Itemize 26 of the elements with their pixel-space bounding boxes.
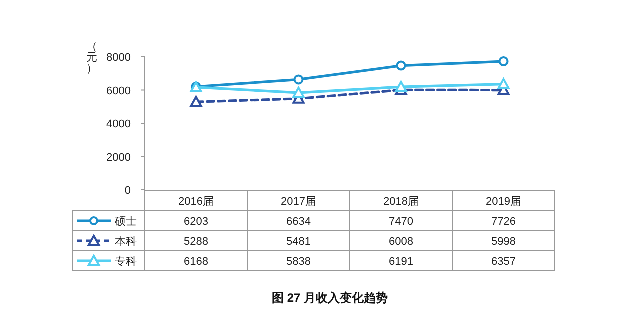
y-tick-label: 6000 [106,85,131,98]
legend-label: 硕士 [114,215,137,228]
data-label: 6191 [389,256,414,268]
data-label: 5998 [492,236,516,248]
data-label: 6357 [492,256,516,268]
data-label: 6203 [184,216,208,228]
x-tick-label: 2017届 [281,196,316,208]
text: 图 27 月收入变化趋势 [272,291,388,305]
x-tick-label: 2016届 [178,196,214,208]
data-label: 5481 [286,236,311,248]
data-label: 7726 [492,216,516,228]
y-tick-label: 0 [124,185,131,197]
data-label: 5838 [286,256,311,268]
y-axis-title: （元） [86,41,98,75]
data-label: 6634 [286,216,311,228]
x-tick-label: 2018届 [384,196,419,208]
x-tick-label: 2019届 [486,196,522,208]
y-tick-label: 8000 [106,52,131,64]
data-label: 6168 [184,256,208,268]
data-label: 6008 [389,236,414,248]
y-tick-label: 2000 [106,152,131,164]
legend-label: 专科 [115,255,137,268]
data-label: 7470 [389,216,414,228]
legend-label: 本科 [115,235,137,248]
y-tick-label: 4000 [106,118,131,130]
data-label: 5288 [184,236,208,248]
